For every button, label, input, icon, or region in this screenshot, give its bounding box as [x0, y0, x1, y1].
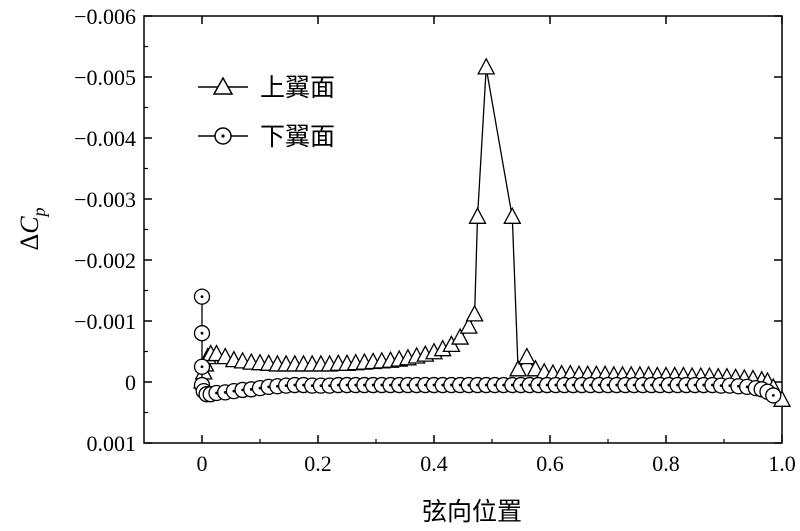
triangle-point: [517, 347, 536, 365]
legend-label-lower: 下翼面: [260, 122, 335, 151]
triangle-point: [503, 206, 522, 224]
ticks: 0 0.2 0.4 0.6 0.8 1.0 −0.006 −0.005 −0.004 −0.003…: [74, 4, 796, 476]
x-tick-label: 0.8: [652, 451, 680, 476]
x-tick-label: 0.2: [304, 451, 332, 476]
series-line-triangle: [201, 67, 783, 401]
y-tick-label: −0.005: [74, 65, 136, 90]
x-tick-label: 1.0: [768, 451, 796, 476]
y-axis-label: ΔCp: [15, 207, 49, 250]
svg-text:ΔCp: ΔCp: [15, 207, 49, 250]
circle-point-dot: [200, 365, 204, 369]
legend-label-upper: 上翼面: [260, 73, 335, 102]
legend-item-upper: 上翼面: [198, 73, 335, 102]
circle-point-dot: [200, 331, 204, 335]
legend: 上翼面 下翼面: [198, 73, 335, 151]
triangle-point: [459, 316, 478, 334]
triangle-point: [509, 359, 528, 377]
y-tick-label: −0.001: [74, 309, 136, 334]
y-tick-label: −0.004: [74, 126, 136, 151]
y-tick-label: 0.001: [87, 431, 137, 456]
y-tick-label: −0.003: [74, 187, 136, 212]
triangle-point: [477, 57, 496, 75]
y-axis-label-sub: p: [29, 207, 49, 218]
series-triangle: [192, 57, 792, 407]
x-tick-label: 0: [197, 451, 208, 476]
circle-point-dot: [771, 394, 775, 397]
legend-circle-dot: [221, 134, 225, 138]
triangle-point: [451, 327, 470, 345]
triangle-point: [468, 206, 487, 224]
x-axis-label: 弦向位置: [422, 497, 522, 526]
y-axis-label-prefix: Δ: [15, 234, 44, 251]
series-layer: [192, 57, 792, 407]
legend-triangle-marker: [212, 76, 234, 95]
legend-item-lower: 下翼面: [198, 122, 335, 151]
y-axis-label-main: C: [15, 216, 44, 234]
circle-point-dot: [200, 295, 204, 298]
x-tick-label: 0.6: [536, 451, 564, 476]
y-tick-label: −0.006: [74, 4, 136, 29]
series-circle: [193, 288, 782, 404]
y-tick-label: −0.002: [74, 248, 136, 273]
x-tick-label: 0.4: [420, 451, 448, 476]
triangle-point: [465, 304, 484, 322]
y-tick-label: 0: [125, 370, 136, 395]
